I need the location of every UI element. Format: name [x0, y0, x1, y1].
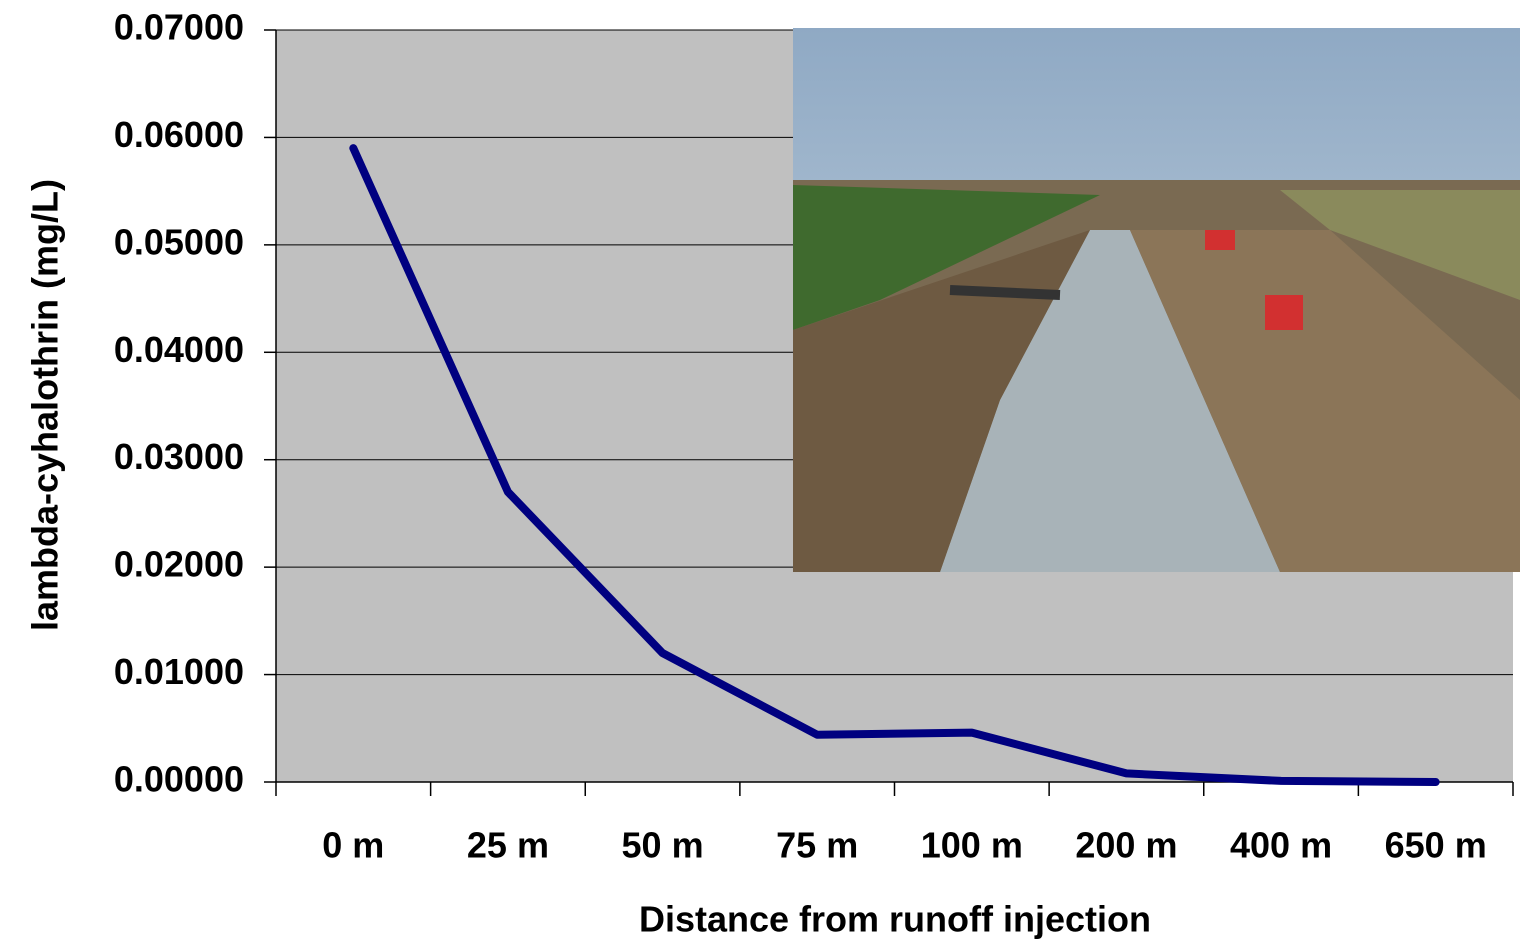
y-tick-label: 0.05000 [114, 221, 244, 262]
y-axis-label: lambda-cyhalothrin (mg/L) [25, 179, 66, 631]
y-tick-label: 0.00000 [114, 759, 244, 800]
y-tick-label: 0.07000 [114, 7, 244, 48]
x-tick-label: 650 m [1385, 825, 1487, 866]
x-tick-label: 75 m [776, 825, 858, 866]
y-tick-label: 0.06000 [114, 114, 244, 155]
x-tick-label: 200 m [1075, 825, 1177, 866]
y-tick-label: 0.03000 [114, 436, 244, 477]
x-tick-label: 400 m [1230, 825, 1332, 866]
inset-photo [793, 28, 1520, 572]
x-axis-label: Distance from runoff injection [639, 899, 1151, 940]
x-tick-label: 50 m [622, 825, 704, 866]
y-tick-label: 0.01000 [114, 651, 244, 692]
x-tick-label: 25 m [467, 825, 549, 866]
x-tick-label: 0 m [322, 825, 384, 866]
x-tick-label: 100 m [921, 825, 1023, 866]
y-tick-label: 0.02000 [114, 544, 244, 585]
y-tick-label: 0.04000 [114, 329, 244, 370]
data-line [349, 144, 1440, 786]
